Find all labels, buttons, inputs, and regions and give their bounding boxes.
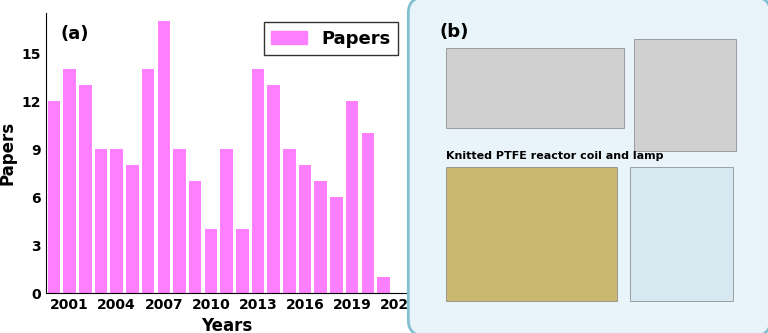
- Bar: [142, 69, 154, 293]
- Bar: [634, 39, 737, 151]
- Bar: [299, 165, 311, 293]
- Bar: [79, 85, 91, 293]
- Text: (b): (b): [439, 23, 468, 41]
- Bar: [446, 48, 624, 128]
- Bar: [446, 166, 617, 301]
- Bar: [236, 229, 249, 293]
- Bar: [111, 149, 123, 293]
- X-axis label: Years: Years: [201, 317, 252, 333]
- Text: Knitted PTFE reactor coil and lamp: Knitted PTFE reactor coil and lamp: [446, 151, 664, 161]
- FancyBboxPatch shape: [409, 0, 768, 333]
- Bar: [631, 166, 733, 301]
- Bar: [220, 149, 233, 293]
- Text: (a): (a): [61, 25, 89, 43]
- Bar: [252, 69, 264, 293]
- Bar: [189, 181, 201, 293]
- Bar: [362, 133, 374, 293]
- Bar: [157, 21, 170, 293]
- Bar: [283, 149, 296, 293]
- Bar: [48, 101, 60, 293]
- Bar: [330, 197, 343, 293]
- Bar: [174, 149, 186, 293]
- Legend: Papers: Papers: [263, 22, 398, 55]
- Y-axis label: Papers: Papers: [0, 121, 16, 185]
- Bar: [267, 85, 280, 293]
- Bar: [63, 69, 76, 293]
- Bar: [204, 229, 217, 293]
- Bar: [346, 101, 359, 293]
- Bar: [314, 181, 327, 293]
- Bar: [126, 165, 139, 293]
- Bar: [377, 277, 390, 293]
- Bar: [94, 149, 108, 293]
